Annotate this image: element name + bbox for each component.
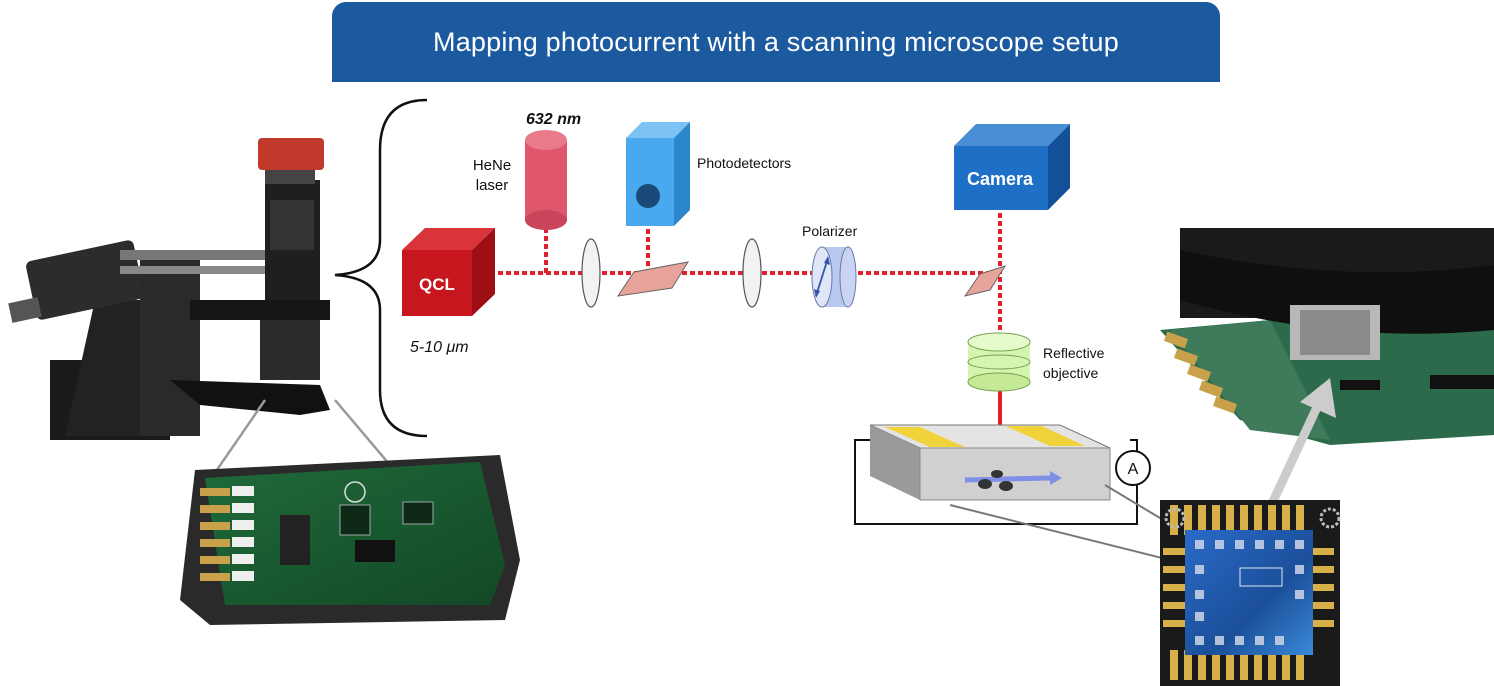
qcl-source: QCL xyxy=(402,228,495,316)
qcl-label: QCL xyxy=(419,275,455,294)
reflective-objective xyxy=(967,332,1031,392)
bracket xyxy=(334,98,428,438)
camera-label: Camera xyxy=(967,169,1034,189)
hene-label-line2: laser xyxy=(476,177,509,194)
gear-icon xyxy=(1164,507,1186,529)
page-title: Mapping photocurrent with a scanning mic… xyxy=(433,26,1119,57)
sample-device: A xyxy=(854,424,1151,525)
title-banner: Mapping photocurrent with a scanning mic… xyxy=(332,2,1220,82)
lens xyxy=(581,238,601,308)
polarizer-label: Polarizer xyxy=(802,223,858,239)
gear-icon xyxy=(1319,507,1341,529)
photodetector xyxy=(626,122,690,226)
lens xyxy=(742,238,762,308)
ammeter xyxy=(1115,450,1151,486)
pcb-board-photo xyxy=(180,455,520,625)
photodetectors-label: Photodetectors xyxy=(697,155,791,171)
polarizer xyxy=(811,246,857,308)
chip-closeup-photo xyxy=(1160,500,1340,686)
camera: Camera xyxy=(954,124,1070,210)
hene-label-line1: HeNe xyxy=(473,157,511,174)
beam-splitter-camera xyxy=(963,265,1007,297)
laser-beam xyxy=(490,205,1005,450)
ammeter-label: A xyxy=(1128,461,1139,478)
electrode xyxy=(885,427,965,447)
objective-label-line1: Reflective xyxy=(1043,345,1105,361)
objective-over-board-photo xyxy=(1160,228,1494,445)
hene-laser xyxy=(525,130,567,230)
electrode xyxy=(1005,426,1085,446)
objective-label-line2: objective xyxy=(1043,365,1098,381)
microscope-photo xyxy=(8,138,330,440)
pointer-line xyxy=(334,399,391,466)
qcl-range-label: 5-10 μm xyxy=(410,339,469,356)
pointer-line xyxy=(208,399,267,481)
hene-wavelength-label: 632 nm xyxy=(526,111,581,128)
beam-splitter xyxy=(616,261,690,297)
